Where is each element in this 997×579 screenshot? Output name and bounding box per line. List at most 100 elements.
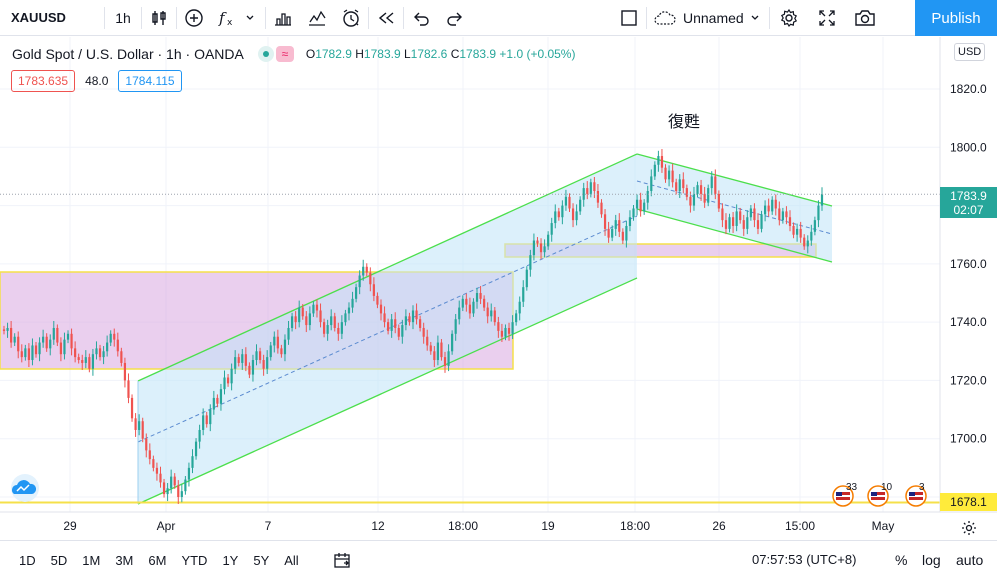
channel-lower-line[interactable]: [636, 208, 833, 263]
candle-body: [600, 202, 603, 215]
chart-settings-gear-icon[interactable]: [960, 519, 978, 537]
timezone-clock[interactable]: 07:57:53 (UTC+8): [752, 552, 857, 567]
chevron-down-icon[interactable]: [241, 0, 259, 36]
candle-body: [362, 266, 365, 276]
time-tick-label: 15:00: [785, 519, 815, 533]
candle-body: [397, 327, 400, 337]
candle-body: [603, 214, 607, 229]
candle-body: [529, 255, 532, 270]
candle-body: [294, 316, 297, 323]
legend-title: Gold Spot / U.S. Dollar · 1h · OANDA: [12, 46, 244, 62]
candle-body: [699, 185, 703, 194]
candle-body: [810, 231, 813, 241]
layout-name-label: Unnamed: [683, 9, 744, 26]
candle-body: [77, 357, 80, 361]
candle-body: [635, 199, 639, 209]
candle-body: [703, 193, 706, 203]
settings-icon[interactable]: [770, 0, 808, 36]
chart-text-annotation[interactable]: 復甦: [668, 114, 701, 131]
candle-body: [607, 228, 610, 238]
chart-compare-icon[interactable]: [300, 0, 334, 36]
legend-high: 1783.9: [363, 47, 401, 61]
range-ytd[interactable]: YTD: [181, 552, 208, 568]
candle-body: [639, 199, 642, 212]
candle-body: [813, 220, 816, 232]
spread-value: 48.0: [85, 74, 109, 88]
sell-price-button[interactable]: 1783.635: [11, 70, 76, 92]
candle-body: [728, 217, 731, 229]
candle-body: [205, 415, 208, 425]
undo-icon[interactable]: [404, 0, 438, 36]
candle-body: [440, 342, 443, 358]
buy-price-button[interactable]: 1784.115: [118, 70, 182, 92]
log-scale-toggle[interactable]: log: [922, 552, 941, 568]
candle-body: [817, 205, 820, 221]
camera-icon[interactable]: [846, 0, 884, 36]
auto-scale-toggle[interactable]: auto: [956, 552, 984, 568]
candle-body: [803, 237, 806, 247]
candle-body: [148, 450, 151, 460]
price-tick-label: 1700.0: [950, 432, 987, 446]
candle-body: [571, 208, 575, 221]
candle-body: [447, 351, 450, 366]
currency-badge[interactable]: USD: [954, 43, 986, 61]
horizontal-line-price-badge: 1678.1: [940, 493, 997, 511]
price-chart[interactable]: 1700.01720.01740.01760.01780.01800.01820…: [0, 37, 997, 540]
candle-body: [187, 467, 191, 480]
candle-body: [301, 307, 304, 317]
candle-body: [74, 348, 77, 358]
bar-style-icon[interactable]: [142, 0, 176, 36]
candle-body: [675, 182, 678, 191]
candle-body: [166, 488, 169, 495]
range-5d[interactable]: 5D: [50, 552, 68, 568]
candle-body: [138, 421, 141, 430]
tradingview-logo-icon[interactable]: [11, 474, 39, 502]
publish-button[interactable]: Publish: [915, 0, 997, 36]
candle-body: [159, 473, 162, 483]
channel-upper-line[interactable]: [636, 153, 833, 207]
symbol-search[interactable]: XAUUSD: [11, 10, 66, 25]
us-flag-stripe: [909, 495, 923, 497]
candle-body: [241, 354, 244, 363]
candle-body: [120, 351, 123, 363]
redo-icon[interactable]: [438, 0, 472, 36]
percent-scale-toggle[interactable]: %: [895, 552, 908, 568]
range-6m[interactable]: 6M: [148, 552, 167, 568]
candle-body: [379, 304, 383, 314]
add-indicator-icon[interactable]: [177, 0, 211, 36]
chart-legend: Gold Spot / U.S. Dollar · 1h · OANDA ≈ O…: [12, 45, 575, 63]
fullscreen-icon[interactable]: [808, 0, 846, 36]
candle-body: [141, 421, 144, 439]
time-tick-label: 19: [541, 519, 555, 533]
candle-body: [611, 228, 614, 238]
channel-upper-line[interactable]: [137, 153, 638, 382]
candle-body: [390, 319, 393, 331]
candle-body: [664, 167, 667, 180]
candle-body: [660, 156, 664, 168]
range-3m[interactable]: 3M: [115, 552, 134, 568]
layout-icon[interactable]: [612, 0, 646, 36]
channel-lower-line[interactable]: [137, 277, 638, 505]
range-5y[interactable]: 5Y: [253, 552, 270, 568]
templates-icon[interactable]: [266, 0, 300, 36]
candle-body: [130, 397, 134, 419]
time-tick-label: 29: [63, 519, 77, 533]
candle-body: [287, 327, 290, 340]
candle-body: [408, 316, 411, 323]
range-all[interactable]: All: [284, 552, 299, 568]
layout-name-selector[interactable]: Unnamed: [647, 0, 769, 36]
candle-body: [308, 313, 311, 326]
interval-selector[interactable]: 1h: [115, 9, 131, 26]
candle-body: [411, 310, 415, 323]
range-1d[interactable]: 1D: [19, 552, 36, 568]
toolbar-divider: [265, 6, 266, 29]
replay-icon[interactable]: [369, 0, 403, 36]
candle-body: [692, 193, 696, 206]
candle-body: [586, 188, 589, 194]
alert-icon[interactable]: [334, 0, 368, 36]
candle-body: [376, 295, 379, 305]
range-1y[interactable]: 1Y: [222, 552, 239, 568]
range-1m[interactable]: 1M: [82, 552, 101, 568]
date-range-icon[interactable]: [327, 551, 357, 569]
